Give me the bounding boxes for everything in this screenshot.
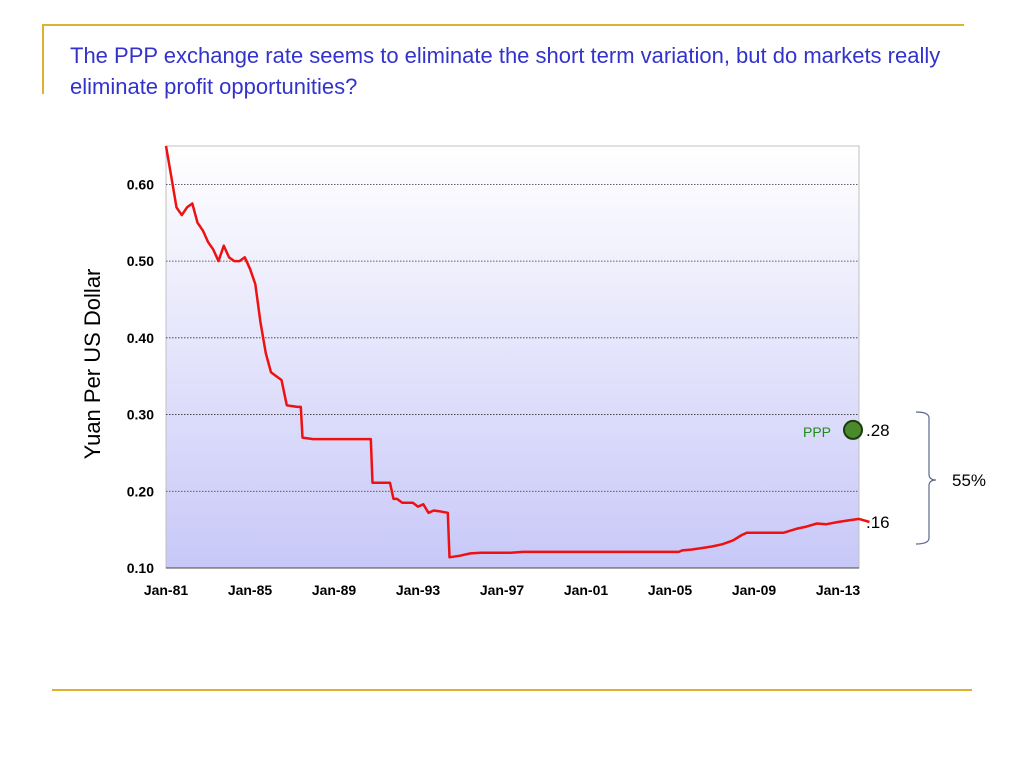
x-axis-ticks: Jan-81 Jan-85 Jan-89 Jan-93 Jan-97 Jan-01 Jan-… [144, 582, 861, 598]
x-tick-label: Jan-89 [312, 582, 357, 598]
gap-percent-label: 55% [952, 471, 986, 490]
gap-brace [915, 411, 937, 545]
y-tick-label: 0.20 [127, 483, 154, 499]
bottom-rule [52, 689, 972, 691]
ppp-marker [843, 419, 863, 440]
exchange-rate-series-line [164, 145, 870, 559]
x-tick-label: Jan-85 [228, 582, 273, 598]
top-rule [42, 24, 964, 26]
y-tick-label: 0.10 [127, 560, 154, 576]
slide-title: The PPP exchange rate seems to eliminate… [70, 43, 941, 99]
gridlines [166, 183, 859, 492]
x-tick-label: Jan-01 [564, 582, 609, 598]
series-layer [164, 145, 870, 559]
x-tick-label: Jan-09 [732, 582, 777, 598]
y-tick-label: 0.60 [127, 176, 154, 192]
y-tick-label: 0.30 [127, 407, 154, 423]
x-tick-label: Jan-81 [144, 582, 189, 598]
plot-area [165, 145, 860, 569]
y-tick-label: 0.50 [127, 253, 154, 269]
ppp-value-label: .28 [866, 421, 890, 440]
y-tick-label: 0.40 [127, 330, 154, 346]
y-axis-ticks: 0.10 0.20 0.30 0.40 0.50 0.60 [127, 176, 154, 576]
x-tick-label: Jan-97 [480, 582, 525, 598]
left-rule [42, 24, 44, 94]
x-tick-label: Jan-05 [648, 582, 693, 598]
ppp-label: PPP [803, 424, 831, 440]
market-value-label: .16 [866, 513, 890, 532]
x-tick-label: Jan-13 [816, 582, 861, 598]
y-axis-label: Yuan Per US Dollar [80, 269, 105, 460]
x-tick-label: Jan-93 [396, 582, 441, 598]
